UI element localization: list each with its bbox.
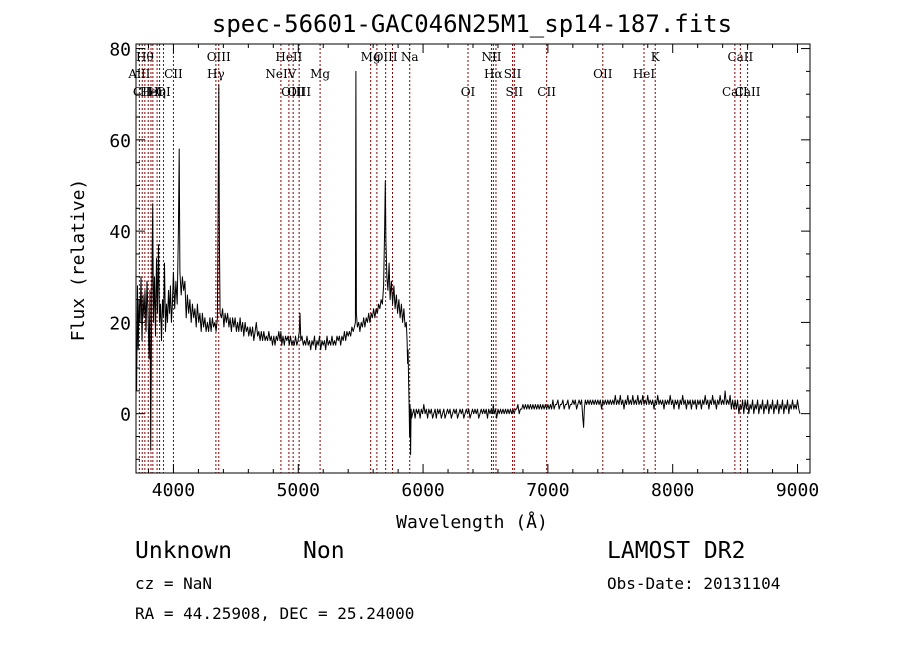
object-subclass: Non [303, 538, 345, 564]
line-label-31: K [651, 50, 661, 64]
line-label-32: CaII [722, 85, 748, 99]
line-label-15: OIII [287, 85, 311, 99]
line-label-11: OIII [207, 50, 231, 64]
x-tick-label-3: 7000 [526, 480, 569, 501]
x-tick-label-2: 6000 [401, 480, 444, 501]
y-tick-label-4: 80 [109, 40, 131, 61]
object-class: Unknown [135, 538, 232, 564]
y-tick-label-0: 0 [120, 405, 131, 426]
x-tick-label-0: 4000 [152, 480, 195, 501]
redshift-label: cz = NaN [135, 574, 213, 593]
survey-label: LAMOST DR2 [607, 538, 746, 564]
line-label-26: SII [504, 67, 522, 81]
x-axis-label: Wavelength (Å) [396, 511, 548, 533]
line-label-29: OII [593, 67, 613, 81]
spectrum-series [136, 70, 801, 456]
line-label-6: Hη [148, 85, 166, 99]
line-label-4: HeI [140, 85, 163, 99]
spectrum-line [136, 70, 801, 456]
chart-title: spec-56601-GAC046N25M1_sp14-187.fits [212, 10, 732, 38]
line-label-21: Na [401, 50, 419, 64]
line-label-23: NII [481, 50, 501, 64]
line-label-24: Hα [484, 67, 503, 81]
line-label-17: Mg [361, 50, 381, 64]
line-label-0: AlII [127, 67, 150, 81]
line-label-22: OI [461, 85, 476, 99]
line-label-16: Mg [310, 67, 330, 81]
line-label-13: HeII [275, 50, 302, 64]
coordinates-label: RA = 44.25908, DEC = 25.24000 [135, 604, 415, 623]
x-tick-label-1: 5000 [277, 480, 320, 501]
x-tick-label-5: 9000 [776, 480, 819, 501]
line-label-12: NeIV [265, 67, 296, 81]
line-label-8: OI [156, 85, 171, 99]
line-label-10: Hγ [207, 67, 225, 81]
y-tick-label-2: 40 [109, 222, 131, 243]
x-tick-label-4: 8000 [651, 480, 694, 501]
line-label-9: CII [164, 67, 183, 81]
line-label-30: HeI [633, 67, 656, 81]
line-label-33: CaII [727, 50, 753, 64]
y-axis-label: Flux (relative) [68, 179, 89, 342]
line-label-14: OIII [281, 85, 305, 99]
line-markers [138, 44, 749, 473]
line-label-19: OIII [374, 50, 398, 64]
obs-date-label: Obs-Date: 20131104 [607, 574, 781, 593]
line-label-27: SII [505, 85, 523, 99]
x-axis: 4000 5000 6000 7000 8000 9000 [147, 44, 819, 501]
y-axis: 0 20 40 60 80 [109, 40, 810, 460]
line-label-34: CaII [735, 85, 761, 99]
y-tick-label-1: 20 [109, 313, 131, 334]
line-label-1: CII [133, 85, 152, 99]
y-tick-label-3: 60 [109, 131, 131, 152]
line-label-28: CII [537, 85, 556, 99]
line-label-2: Hθ [136, 50, 154, 64]
